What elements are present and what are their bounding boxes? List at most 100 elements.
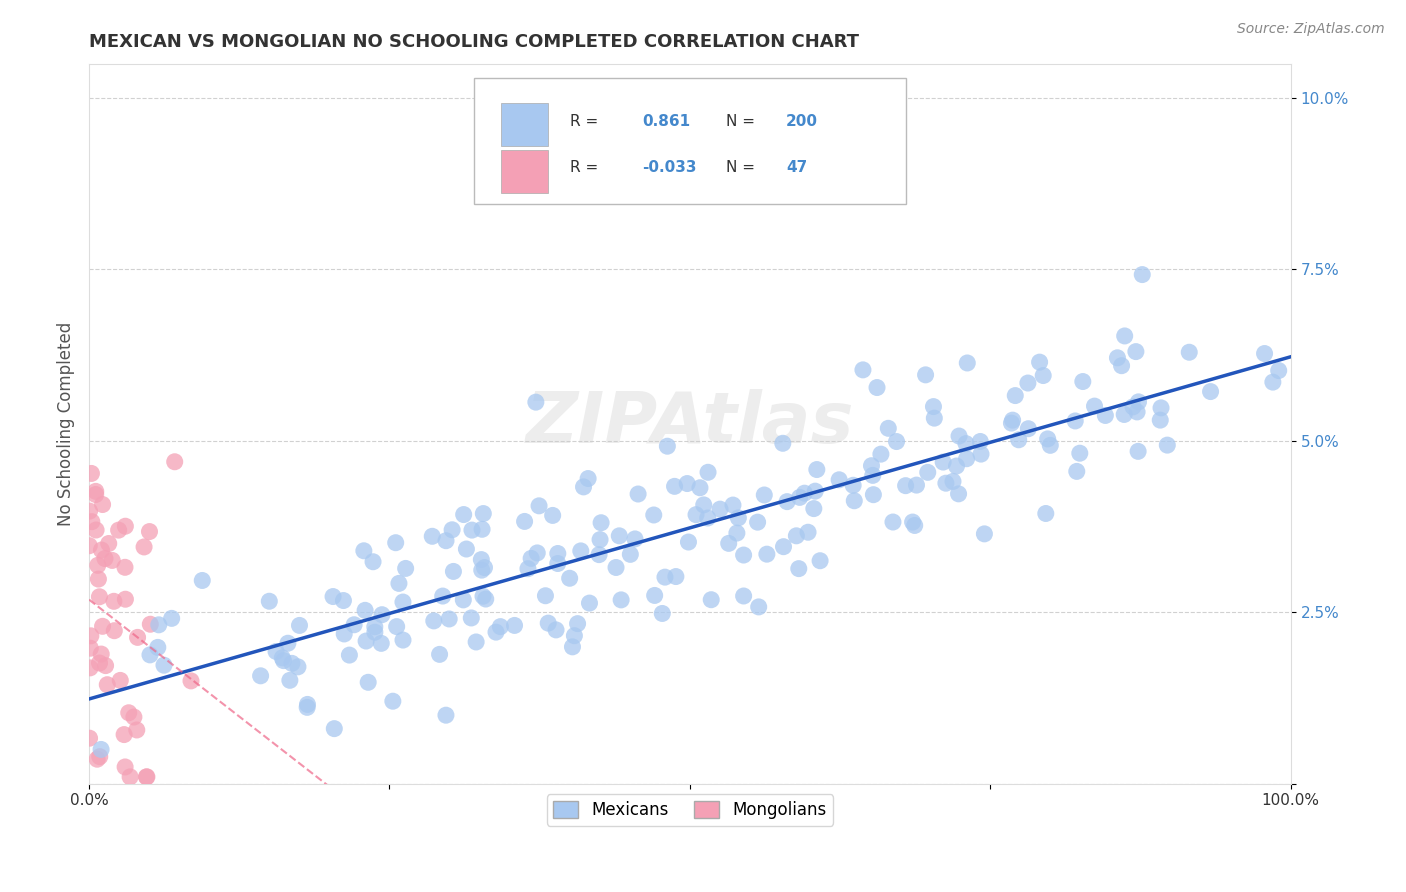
Point	[866, 380, 889, 394]
Point	[733, 589, 755, 603]
Point	[624, 532, 647, 546]
Point	[785, 529, 807, 543]
Point	[180, 673, 202, 688]
Point	[696, 511, 718, 525]
Point	[748, 599, 770, 614]
Point	[370, 636, 392, 650]
Point	[877, 421, 900, 435]
Point	[87, 558, 110, 573]
Point	[844, 493, 866, 508]
Point	[153, 658, 176, 673]
Point	[191, 574, 214, 588]
Point	[725, 526, 748, 541]
Point	[1004, 388, 1026, 402]
Point	[942, 475, 965, 489]
Point	[353, 543, 375, 558]
Point	[665, 569, 688, 583]
Point	[112, 728, 135, 742]
Point	[789, 491, 811, 505]
Point	[103, 594, 125, 608]
Point	[146, 640, 169, 655]
Point	[904, 518, 927, 533]
Point	[135, 770, 157, 784]
Point	[945, 458, 967, 473]
Point	[281, 657, 304, 671]
Point	[343, 617, 366, 632]
Point	[132, 540, 155, 554]
Point	[277, 636, 299, 650]
Point	[465, 635, 488, 649]
Point	[1111, 359, 1133, 373]
Point	[862, 468, 884, 483]
Text: -0.033: -0.033	[641, 161, 696, 176]
Point	[278, 673, 301, 688]
Point	[657, 439, 679, 453]
Point	[84, 487, 107, 501]
Point	[249, 669, 271, 683]
Point	[432, 589, 454, 603]
Point	[588, 548, 610, 562]
Point	[922, 400, 945, 414]
Point	[567, 616, 589, 631]
Point	[381, 694, 404, 708]
Point	[434, 708, 457, 723]
Point	[569, 544, 592, 558]
Point	[520, 551, 543, 566]
Point	[114, 560, 136, 574]
Point	[429, 648, 451, 662]
Point	[1008, 433, 1031, 447]
Point	[125, 723, 148, 737]
Point	[1035, 507, 1057, 521]
Point	[619, 547, 641, 561]
Point	[561, 640, 583, 654]
Point	[135, 770, 157, 784]
Point	[91, 619, 114, 633]
Point	[114, 760, 136, 774]
Point	[591, 516, 613, 530]
Point	[371, 607, 394, 622]
Point	[453, 593, 475, 607]
Point	[89, 749, 111, 764]
Point	[882, 515, 904, 529]
Point	[453, 508, 475, 522]
Point	[332, 593, 354, 607]
Point	[434, 533, 457, 548]
Point	[357, 675, 380, 690]
Point	[333, 627, 356, 641]
Point	[544, 623, 567, 637]
Point	[89, 656, 111, 670]
Point	[1130, 268, 1153, 282]
Point	[894, 478, 917, 492]
Point	[948, 429, 970, 443]
Point	[163, 455, 186, 469]
Point	[610, 593, 633, 607]
Point	[727, 511, 749, 525]
Point	[935, 476, 957, 491]
Point	[437, 612, 460, 626]
Point	[1066, 464, 1088, 478]
Point	[87, 572, 110, 586]
Point	[970, 447, 993, 461]
Point	[107, 523, 129, 537]
Point	[808, 554, 831, 568]
FancyBboxPatch shape	[501, 150, 548, 193]
Point	[90, 543, 112, 558]
Point	[384, 535, 406, 549]
Point	[862, 488, 884, 502]
Point	[127, 631, 149, 645]
Point	[828, 473, 851, 487]
Point	[541, 508, 564, 523]
Point	[114, 592, 136, 607]
Point	[271, 650, 294, 665]
Point	[354, 634, 377, 648]
Point	[932, 455, 955, 469]
Point	[537, 616, 560, 631]
Point	[472, 589, 495, 603]
Point	[721, 498, 744, 512]
Point	[733, 548, 755, 562]
Point	[1114, 408, 1136, 422]
Text: Source: ZipAtlas.com: Source: ZipAtlas.com	[1237, 22, 1385, 37]
Point	[1017, 376, 1039, 390]
Point	[901, 515, 924, 529]
Point	[651, 607, 673, 621]
